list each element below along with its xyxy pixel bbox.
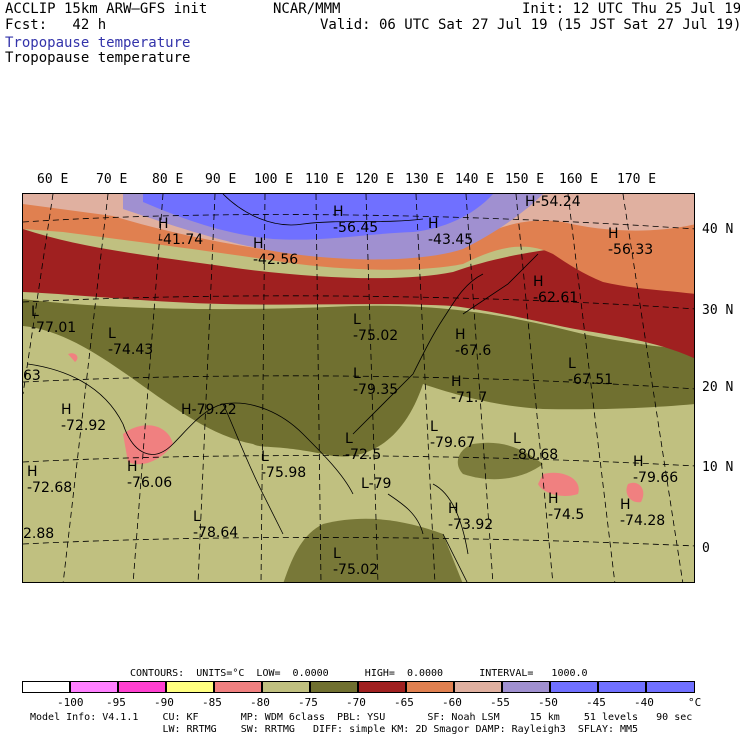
colorbar-label: -95 — [106, 696, 126, 709]
colorbar-swatch — [646, 681, 695, 693]
lat-label: 30 N — [702, 303, 734, 318]
map-label: H -43.45 — [428, 216, 474, 248]
map-label: H -76.06 — [127, 459, 173, 491]
lon-label: 160 E — [559, 172, 599, 187]
map-label: L -77.01 — [31, 304, 77, 336]
lon-label: 80 E — [152, 172, 184, 187]
colorbar-label: -70 — [346, 696, 366, 709]
map-label: 63 — [23, 368, 41, 384]
map-label: H -42.56 — [253, 236, 299, 268]
map-label: H -62.61 — [533, 274, 579, 306]
map-label: H -67.6 — [455, 327, 492, 359]
colorbar-swatch — [406, 681, 454, 693]
colorbar-swatch — [166, 681, 214, 693]
map-label: L -79.35 — [353, 366, 399, 398]
field-70-band — [23, 299, 694, 457]
map-label: H -41.74 — [158, 216, 204, 248]
lon-label: 150 E — [505, 172, 545, 187]
lat-label: 10 N — [702, 460, 734, 475]
lon-label: 120 E — [355, 172, 395, 187]
map-label: L -67.51 — [568, 356, 614, 388]
map-label: L -75.98 — [261, 449, 307, 481]
colorbar-unit: °C — [688, 696, 702, 709]
map-label: H-54.24 — [525, 194, 581, 210]
colorbar-swatch — [310, 681, 358, 693]
colorbar-label: -65 — [394, 696, 414, 709]
colorbar-label: -90 — [154, 696, 174, 709]
lat-label: 20 N — [702, 380, 734, 395]
map-label: L -79.67 — [430, 419, 476, 451]
map-label: L -72.5 — [345, 431, 382, 463]
colorbar-swatch — [70, 681, 118, 693]
field-80-patch — [123, 425, 173, 465]
colorbar-label: -50 — [538, 696, 558, 709]
map-label: H -73.92 — [448, 501, 494, 533]
field-80-patch — [68, 353, 78, 362]
lon-label: 110 E — [305, 172, 345, 187]
colorbar-swatch — [358, 681, 406, 693]
model-physics: LW: RRTMG SW: RRTMG DIFF: simple KM: 2D … — [30, 724, 639, 735]
field-70-east-patch — [457, 442, 543, 480]
map-label: H -72.68 — [27, 464, 73, 496]
map-label: L -80.68 — [513, 431, 559, 463]
lon-label: 130 E — [405, 172, 445, 187]
lon-label: 70 E — [96, 172, 128, 187]
field-70-south — [283, 518, 463, 582]
map-label: L -78.64 — [193, 509, 239, 541]
field-80-patch — [626, 482, 644, 503]
colorbar-label: -40 — [634, 696, 654, 709]
map-label: L -74.43 — [108, 326, 154, 358]
colorbar-label: -60 — [442, 696, 462, 709]
map-svg — [23, 194, 694, 582]
map-panel: H -56.45 H-54.24 H -41.74 H -42.56 H -43.45 … — [22, 193, 695, 583]
colorbar-label: -45 — [586, 696, 606, 709]
contours-info: CONTOURS: UNITS=°C LOW= 0.0000 HIGH= 0.0… — [130, 668, 588, 679]
map-label: L -75.02 — [333, 546, 379, 578]
lon-label: 170 E — [617, 172, 657, 187]
colorbar-label: -85 — [202, 696, 222, 709]
model-title: ACCLIP 15km ARW–GFS init — [5, 1, 208, 17]
field-45-region — [143, 194, 493, 240]
map-label: H -56.33 — [608, 226, 654, 258]
colorbar-swatch — [22, 681, 70, 693]
colorbar-swatch — [118, 681, 166, 693]
init-time: Init: 12 UTC Thu 25 Jul 19 — [522, 1, 740, 17]
map-label: H -71.7 — [451, 374, 488, 406]
colorbar-swatch — [454, 681, 502, 693]
colorbar-swatch — [214, 681, 262, 693]
map-label: H -79.66 — [633, 454, 679, 486]
lat-label: 0 — [702, 541, 710, 556]
colorbar-swatch — [550, 681, 598, 693]
field-name-blue: Tropopause temperature — [5, 35, 191, 51]
colorbar-swatch — [262, 681, 310, 693]
colorbar-label: -55 — [490, 696, 510, 709]
map-label: H-79.22 — [181, 402, 237, 418]
colorbar-swatch — [598, 681, 646, 693]
colorbar-label: -80 — [250, 696, 270, 709]
organization: NCAR/MMM — [273, 1, 341, 17]
field-65-band — [23, 229, 694, 359]
map-label: 2.88 — [23, 526, 55, 542]
colorbar-label: -75 — [298, 696, 318, 709]
valid-time: Valid: 06 UTC Sat 27 Jul 19 (15 JST Sat … — [320, 17, 740, 33]
lon-label: 90 E — [205, 172, 237, 187]
map-label: H -56.45 — [333, 204, 379, 236]
lat-label: 40 N — [702, 222, 734, 237]
lon-label: 60 E — [37, 172, 69, 187]
colorbar-label: -100 — [57, 696, 84, 709]
map-label: H -74.5 — [548, 491, 585, 523]
map-label: L-79 — [361, 476, 392, 492]
field-name: Tropopause temperature — [5, 50, 191, 66]
coastlines — [27, 194, 539, 582]
lon-label: 100 E — [254, 172, 294, 187]
forecast-hour: Fcst: 42 h — [5, 17, 107, 33]
map-label: L -75.02 — [353, 312, 399, 344]
colorbar-swatch — [502, 681, 550, 693]
graticule — [23, 194, 694, 582]
lon-label: 140 E — [455, 172, 495, 187]
field-80-patch — [538, 472, 579, 496]
map-label: H -74.28 — [620, 497, 666, 529]
map-label: H -72.92 — [61, 402, 107, 434]
model-info: Model Info: V4.1.1 CU: KF MP: WDM 6class… — [30, 712, 693, 723]
